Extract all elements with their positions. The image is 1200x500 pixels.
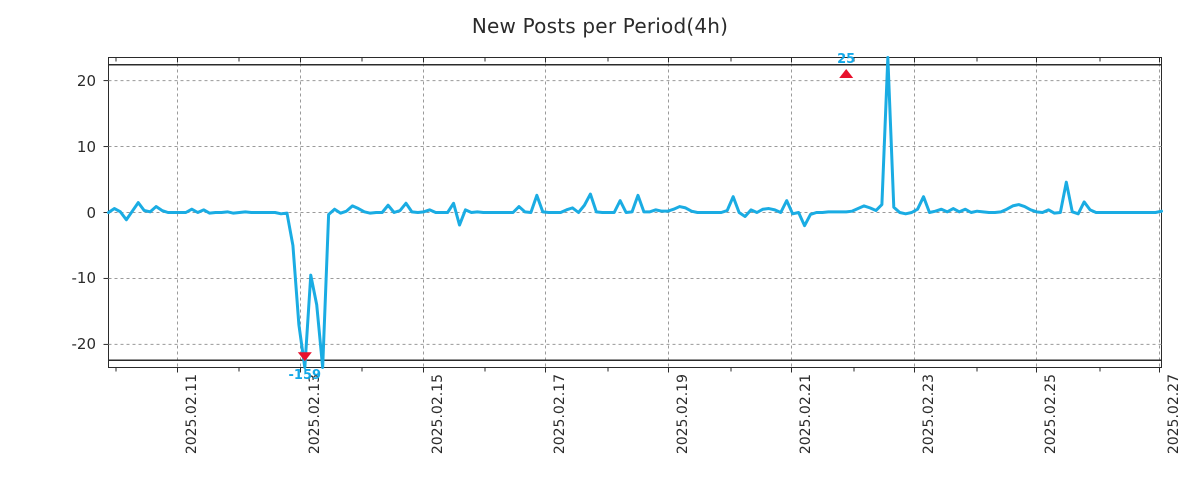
x-axis-tick-label: 2025.02.13: [306, 374, 323, 455]
axis-ticks: [103, 57, 1160, 373]
extreme-markers: [297, 69, 854, 362]
reference-lines: [108, 64, 1162, 361]
y-axis-tick-label: 20: [76, 71, 96, 90]
y-axis-tick-label: -10: [71, 269, 97, 288]
y-axis-tick-label: 0: [86, 203, 96, 222]
data-series: [107, 56, 1163, 369]
x-axis-tick-label: 2025.02.25: [1042, 374, 1059, 455]
y-axis-tick-label: 10: [76, 137, 96, 156]
x-axis-tick-label: 2025.02.23: [920, 374, 937, 455]
chart-title: New Posts per Period(4h): [471, 14, 729, 38]
max-annotation: 25: [837, 52, 856, 68]
x-axis-tick-label: 2025.02.15: [429, 374, 446, 455]
x-axis-tick-label: 2025.02.21: [797, 374, 814, 455]
y-axis-tick-label: -20: [71, 335, 97, 354]
x-axis-tick-label: 2025.02.11: [183, 374, 200, 455]
x-axis-tick-label: 2025.02.17: [551, 374, 568, 455]
x-axis-tick-label: 2025.02.27: [1165, 374, 1182, 455]
min-annotation: -159: [288, 368, 322, 384]
x-axis-tick-label: 2025.02.19: [674, 374, 691, 455]
